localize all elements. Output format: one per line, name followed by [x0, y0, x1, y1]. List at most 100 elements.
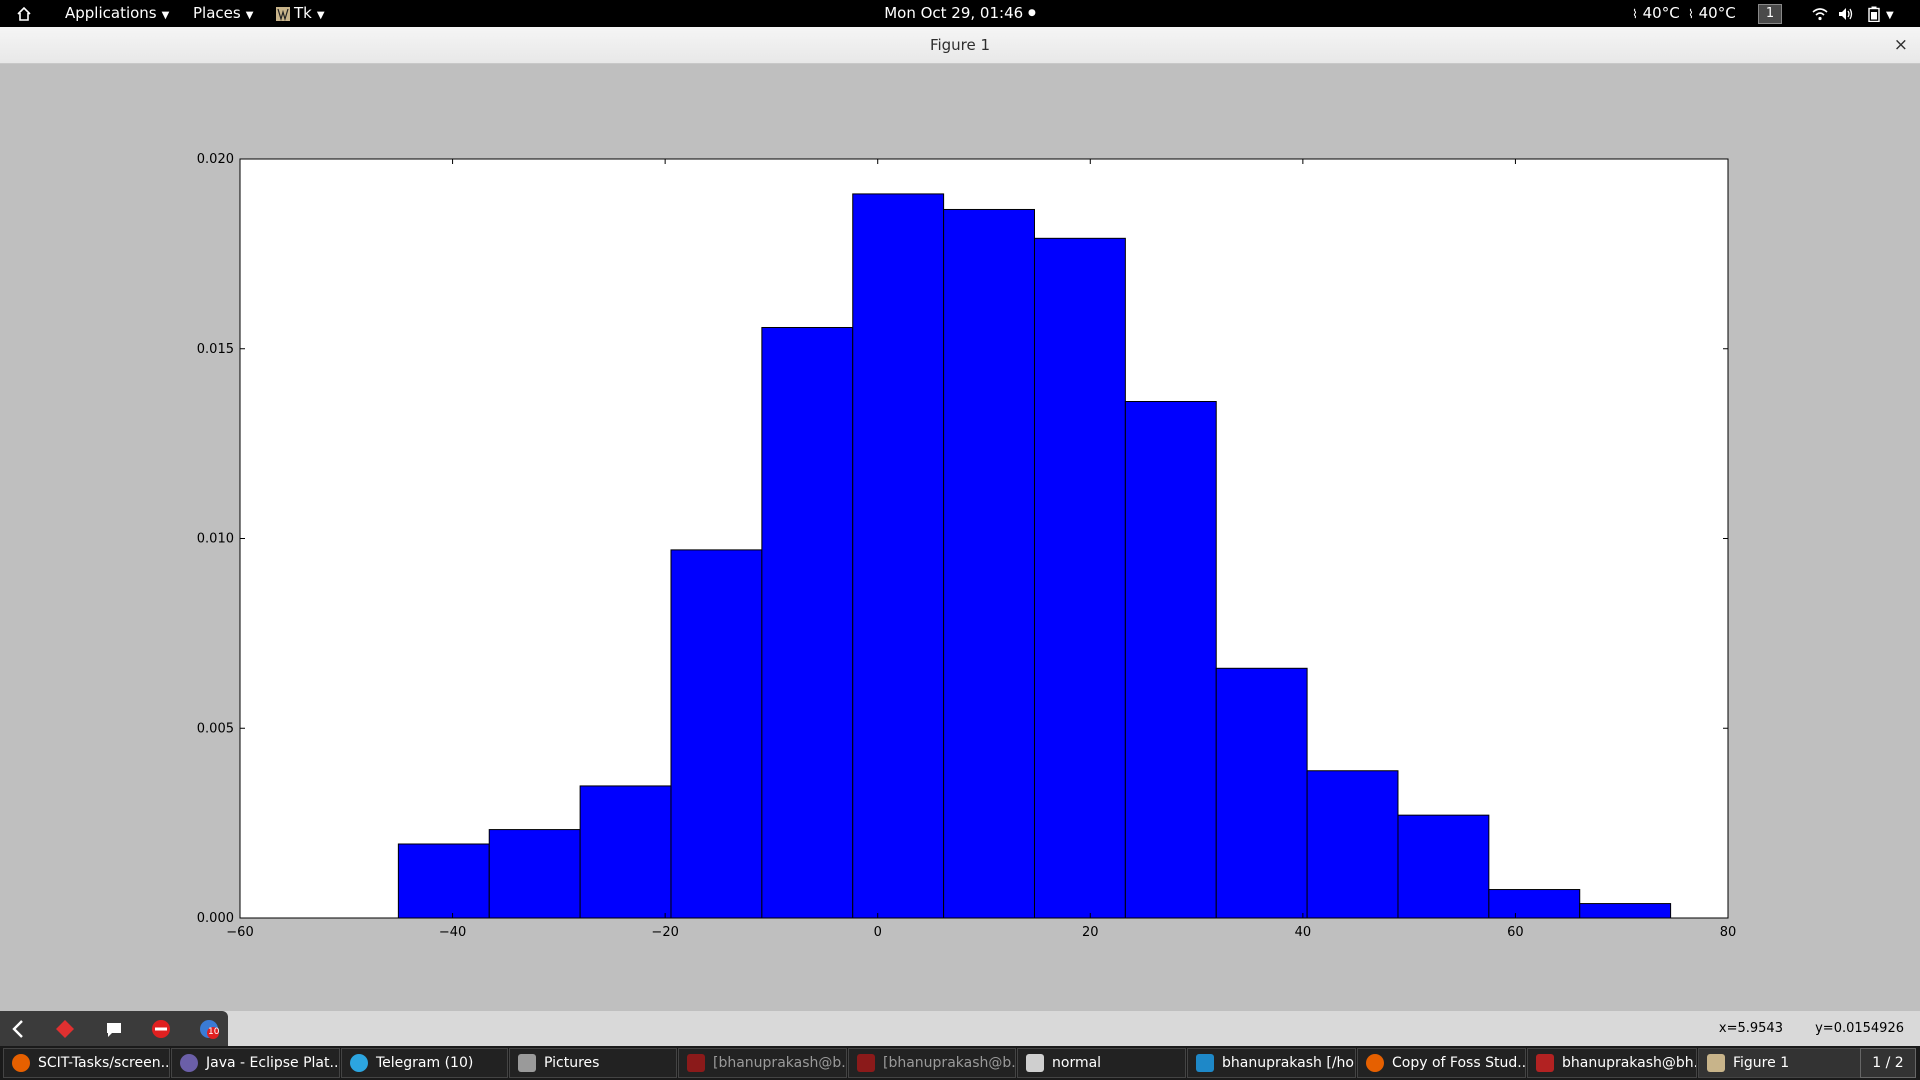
- histogram-bar: [579, 785, 672, 919]
- red-diamond-icon[interactable]: [54, 1018, 76, 1040]
- histogram-bar: [1215, 667, 1308, 919]
- x-tick-label: 80: [1720, 925, 1737, 940]
- close-icon[interactable]: ×: [1893, 35, 1908, 55]
- places-label: Places: [193, 4, 241, 22]
- applications-label: Applications: [65, 4, 157, 22]
- terminal-icon: [1536, 1054, 1554, 1072]
- taskbar-item[interactable]: bhanuprakash@bh...: [1527, 1048, 1697, 1078]
- x-tick-label: 0: [874, 925, 882, 940]
- taskbar-item[interactable]: SCIT-Tasks/screen...: [3, 1048, 170, 1078]
- histogram-bar: [1033, 237, 1126, 919]
- taskbar-item-label: Telegram (10): [376, 1055, 474, 1071]
- x-tick-label: −40: [439, 925, 466, 940]
- firefox-icon: [1366, 1054, 1384, 1072]
- document-icon: [1026, 1054, 1044, 1072]
- taskbar-item-label: [bhanuprakash@b...: [883, 1055, 1016, 1071]
- app-menu[interactable]: Tk ▼: [276, 0, 325, 27]
- terminal-icon: [687, 1054, 705, 1072]
- taskbar: SCIT-Tasks/screen... Java - Eclipse Plat.…: [0, 1046, 1920, 1080]
- taskbar-item[interactable]: Figure 1: [1698, 1048, 1867, 1078]
- top-panel: Applications ▼ Places ▼ Tk ▼ Mon Oct 29, 01…: [0, 0, 1920, 27]
- x-tick-label: 60: [1507, 925, 1524, 940]
- histogram-bar: [852, 193, 945, 919]
- taskbar-item-label: Java - Eclipse Plat...: [206, 1055, 340, 1071]
- dot-icon: ●: [1027, 8, 1036, 18]
- taskbar-item[interactable]: bhanuprakash [/ho...: [1187, 1048, 1356, 1078]
- taskbar-item[interactable]: Copy of Foss Stud...: [1357, 1048, 1526, 1078]
- taskbar-item[interactable]: Telegram (10): [341, 1048, 508, 1078]
- histogram-bar: [397, 843, 490, 919]
- histogram-bar: [1124, 401, 1217, 919]
- taskbar-item[interactable]: Java - Eclipse Plat...: [171, 1048, 340, 1078]
- caret-down-icon: ▼: [245, 10, 254, 21]
- caret-down-icon: ▼: [316, 10, 325, 21]
- clock-text: Mon Oct 29, 01:46: [884, 4, 1024, 22]
- thermometer-icon: ⌇: [1632, 7, 1638, 21]
- taskbar-item[interactable]: Pictures: [509, 1048, 677, 1078]
- tk-icon: [1707, 1054, 1725, 1072]
- figure-canvas[interactable]: −60 −40 −20 0 20 40 60 80 0.000 0.005 0.010 0.015 0.…: [0, 64, 1920, 1011]
- y-coordinate: y=0.0154926: [1815, 1021, 1904, 1036]
- workspace-indicator[interactable]: 1: [1758, 0, 1782, 27]
- terminal-icon: [857, 1054, 875, 1072]
- taskbar-item-label: bhanuprakash@bh...: [1562, 1055, 1697, 1071]
- applications-menu[interactable]: Applications ▼: [65, 0, 169, 27]
- caret-down-icon: ▼: [161, 10, 170, 21]
- workspace-number: 1: [1758, 3, 1782, 24]
- histogram-bar: [943, 208, 1035, 919]
- x-coordinate: x=5.9543: [1718, 1021, 1783, 1036]
- firefox-icon: [12, 1054, 30, 1072]
- taskbar-item[interactable]: [bhanuprakash@b...: [848, 1048, 1016, 1078]
- folder-icon: [518, 1054, 536, 1072]
- tray-strip: 10: [0, 1011, 228, 1046]
- volume-icon[interactable]: [1838, 0, 1854, 27]
- clock[interactable]: Mon Oct 29, 01:46 ●: [0, 0, 1920, 27]
- home-icon[interactable]: [16, 0, 32, 27]
- histogram-bar: [1579, 903, 1672, 919]
- thermometer-icon: ⌇: [1688, 7, 1694, 21]
- badge-icon[interactable]: 10: [198, 1018, 220, 1040]
- temp1-text: 40°C: [1642, 4, 1680, 22]
- histogram-bar: [1488, 889, 1581, 919]
- figure-toolbar: 10 x=5.9543 y=0.0154926: [0, 1011, 1920, 1046]
- places-menu[interactable]: Places ▼: [193, 0, 253, 27]
- temp-sensor-2: ⌇ 40°C: [1688, 0, 1736, 27]
- taskbar-item-label: Figure 1: [1733, 1055, 1790, 1071]
- back-icon[interactable]: [8, 1018, 30, 1040]
- histogram-bar: [670, 549, 763, 919]
- y-tick-label: 0.020: [197, 152, 234, 167]
- y-tick-label: 0.005: [197, 721, 234, 736]
- taskbar-item[interactable]: normal: [1017, 1048, 1186, 1078]
- x-tick-label: 20: [1082, 925, 1099, 940]
- badge-count: 10: [208, 1027, 220, 1037]
- y-tick-label: 0.000: [197, 911, 234, 926]
- chat-icon[interactable]: [103, 1018, 125, 1040]
- caret-down-icon[interactable]: ▼: [1886, 10, 1894, 21]
- temp2-text: 40°C: [1698, 4, 1736, 22]
- histogram-bar: [488, 829, 581, 919]
- taskbar-item-label: [bhanuprakash@b...: [713, 1055, 847, 1071]
- histogram-bar: [1397, 814, 1490, 919]
- taskbar-item-label: Pictures: [544, 1055, 600, 1071]
- no-entry-icon[interactable]: [150, 1018, 172, 1040]
- taskbar-item-label: SCIT-Tasks/screen...: [38, 1055, 170, 1071]
- temp-sensor-1: ⌇ 40°C: [1632, 0, 1680, 27]
- histogram-bar: [1306, 770, 1399, 919]
- taskbar-item-label: Copy of Foss Stud...: [1392, 1055, 1526, 1071]
- window-titlebar[interactable]: Figure 1 ×: [0, 27, 1920, 64]
- webstorm-icon: [1196, 1054, 1214, 1072]
- y-tick-label: 0.015: [197, 342, 234, 357]
- taskbar-item-label: normal: [1052, 1055, 1102, 1071]
- histogram-chart[interactable]: −60 −40 −20 0 20 40 60 80 0.000 0.005 0.010 0.015 0.…: [0, 64, 1920, 1011]
- tk-icon: [276, 6, 290, 21]
- workspace-pager[interactable]: 1 / 2: [1860, 1048, 1916, 1078]
- telegram-icon: [350, 1054, 368, 1072]
- battery-icon[interactable]: [1868, 0, 1880, 27]
- x-tick-label: −20: [651, 925, 678, 940]
- eclipse-icon: [180, 1054, 198, 1072]
- taskbar-item[interactable]: [bhanuprakash@b...: [678, 1048, 847, 1078]
- x-tick-label: 40: [1295, 925, 1312, 940]
- y-tick-label: 0.010: [197, 532, 234, 547]
- histogram-bar: [761, 326, 854, 919]
- wifi-icon[interactable]: [1812, 0, 1828, 27]
